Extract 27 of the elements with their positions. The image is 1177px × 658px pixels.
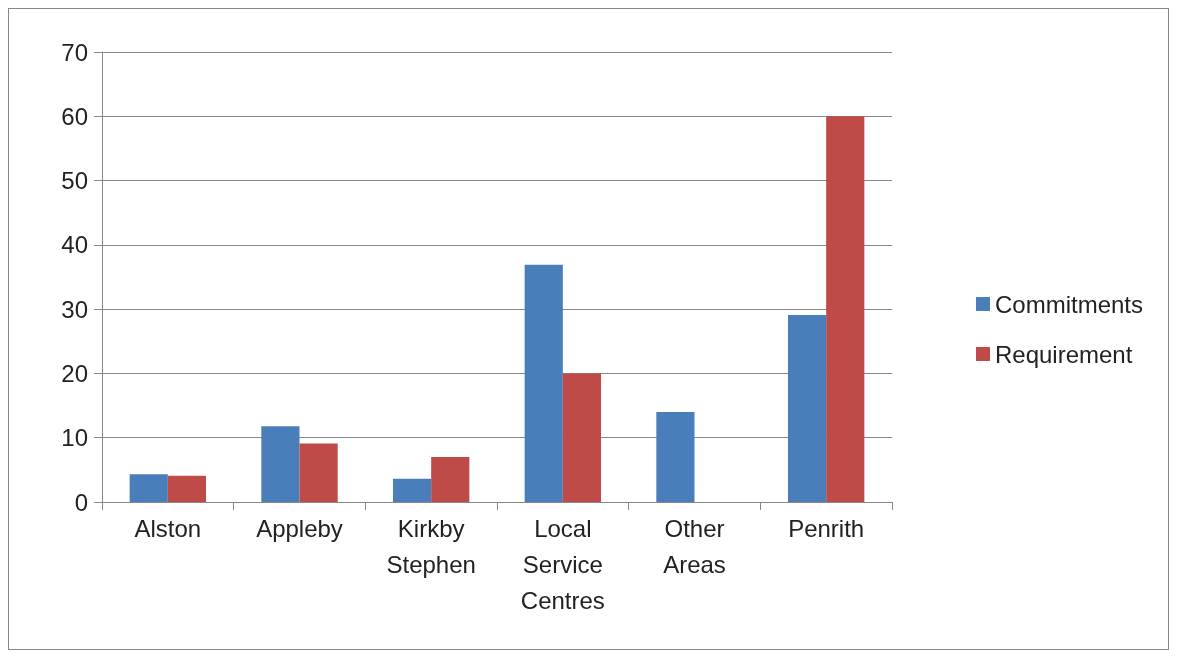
bar <box>167 475 207 502</box>
y-tick-label: 20 <box>61 359 88 387</box>
bar <box>431 457 470 502</box>
y-tick-label: 70 <box>61 38 88 66</box>
x-tick-label: Other Areas <box>663 514 726 578</box>
x-tick-label: Alston <box>134 514 202 542</box>
bar <box>656 412 695 502</box>
x-tick-label: Kirkby Stephen <box>386 514 476 578</box>
x-tick-label: Appleby <box>256 514 343 542</box>
bar <box>129 474 168 502</box>
x-tick-label: Penrith <box>788 514 865 542</box>
bar <box>261 426 300 502</box>
x-tick-label: Local Service Centres <box>520 514 605 614</box>
bar <box>392 478 432 502</box>
bar <box>562 373 602 502</box>
bar <box>299 443 338 502</box>
bar <box>524 264 563 502</box>
y-tick-label: 50 <box>61 167 88 195</box>
legend-label: Commitments <box>994 290 1144 318</box>
y-tick-label: 60 <box>61 102 88 130</box>
bar <box>787 314 827 502</box>
y-tick-label: 40 <box>61 231 88 259</box>
y-tick-label: 30 <box>61 295 88 323</box>
y-tick-label: 10 <box>61 424 88 452</box>
y-tick-label: 0 <box>74 488 88 516</box>
bar <box>826 116 865 502</box>
legend-label: Requirement <box>994 340 1133 368</box>
